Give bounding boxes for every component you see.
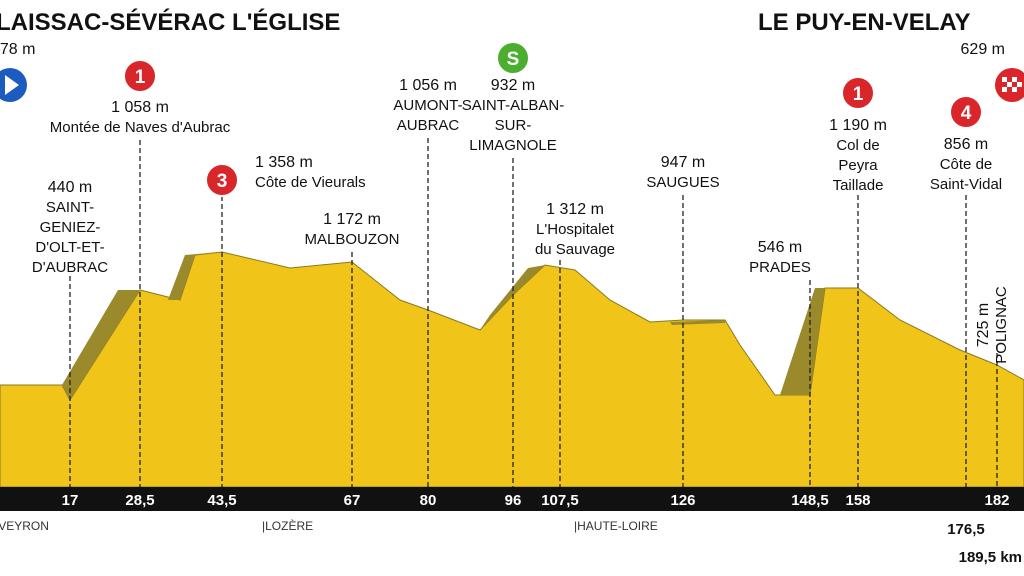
place-name: SUR- bbox=[495, 117, 532, 134]
altitude: 1 190 m bbox=[829, 117, 887, 134]
climb-badge bbox=[496, 41, 530, 75]
start-name: LAISSAC-SÉVÉRAC L'ÉGLISE bbox=[0, 8, 340, 36]
altitude: 1 358 m bbox=[255, 154, 313, 171]
badge-label: S bbox=[507, 49, 520, 70]
place-name: SAINT- bbox=[46, 199, 94, 216]
km-label: 17 bbox=[62, 492, 79, 509]
region-label: |HAUTE-LOIRE bbox=[574, 519, 658, 533]
start-arrow bbox=[5, 75, 19, 95]
place-name: du Sauvage bbox=[535, 241, 615, 258]
km-label: 43,5 bbox=[207, 492, 236, 509]
place-name: POLIGNAC bbox=[993, 286, 1010, 364]
start-altitude: 678 m bbox=[0, 41, 35, 58]
place-name: Côte de bbox=[940, 156, 993, 173]
altitude: 725 m bbox=[975, 303, 992, 347]
km-label: 107,5 bbox=[541, 492, 579, 509]
place-name: AUMONT- bbox=[393, 97, 462, 114]
km-bar bbox=[0, 487, 1024, 511]
badge-label: 4 bbox=[961, 103, 972, 124]
finish-altitude: 629 m bbox=[961, 41, 1005, 58]
altitude: 546 m bbox=[758, 239, 802, 256]
km-label: 80 bbox=[420, 492, 437, 509]
altitude: 440 m bbox=[48, 179, 92, 196]
altitude: 1 312 m bbox=[546, 201, 604, 218]
place-name: Montée de Naves d'Aubrac bbox=[50, 119, 231, 136]
altitude: 1 058 m bbox=[111, 99, 169, 116]
altitude: 856 m bbox=[944, 136, 988, 153]
finish-name: LE PUY-EN-VELAY bbox=[758, 9, 971, 36]
place-name: Saint-Vidal bbox=[930, 176, 1002, 193]
climb-badge bbox=[841, 76, 875, 110]
place-name: GENIEZ- bbox=[40, 219, 101, 236]
km-label: 148,5 bbox=[791, 492, 829, 509]
profile bbox=[0, 251, 1024, 488]
climb-badge bbox=[123, 59, 157, 93]
climbs bbox=[62, 252, 825, 400]
km-label: 67 bbox=[344, 492, 361, 509]
badge-label: 1 bbox=[853, 84, 864, 105]
place-name: SAINT-ALBAN- bbox=[462, 97, 565, 114]
finish-flag bbox=[1002, 77, 1022, 92]
region-label: |AVEYRON bbox=[0, 519, 49, 533]
km-label: 182 bbox=[984, 492, 1009, 509]
place-name: Taillade bbox=[833, 177, 884, 194]
km-label: 28,5 bbox=[125, 492, 154, 509]
place-name: SAUGUES bbox=[646, 174, 719, 191]
place-name: MALBOUZON bbox=[304, 231, 399, 248]
badge-label: 3 bbox=[217, 171, 228, 192]
place-name: Peyra bbox=[838, 157, 878, 174]
climb-badge bbox=[205, 163, 239, 197]
place-name: Côte de Vieurals bbox=[255, 174, 366, 191]
altitude: 1 172 m bbox=[323, 211, 381, 228]
place-name: Col de bbox=[836, 137, 879, 154]
place-name: LIMAGNOLE bbox=[469, 137, 557, 154]
km-label: 176,5 bbox=[947, 521, 985, 538]
place-name: D'OLT-ET- bbox=[35, 239, 104, 256]
altitude: 932 m bbox=[491, 77, 535, 94]
km-label: 158 bbox=[845, 492, 870, 509]
finish-distance: 189,5 km bbox=[959, 549, 1022, 566]
altitude: 1 056 m bbox=[399, 77, 457, 94]
place-name: D'AUBRAC bbox=[32, 259, 108, 276]
climb-badge bbox=[949, 95, 983, 129]
km-label: 96 bbox=[505, 492, 522, 509]
place-name: L'Hospitalet bbox=[536, 221, 615, 238]
km-label: 126 bbox=[670, 492, 695, 509]
place-name: PRADES bbox=[749, 259, 811, 276]
region-label: |LOZÈRE bbox=[262, 518, 313, 533]
badge-label: 1 bbox=[135, 67, 146, 88]
altitude: 947 m bbox=[661, 154, 705, 171]
place-name: AUBRAC bbox=[397, 117, 460, 134]
